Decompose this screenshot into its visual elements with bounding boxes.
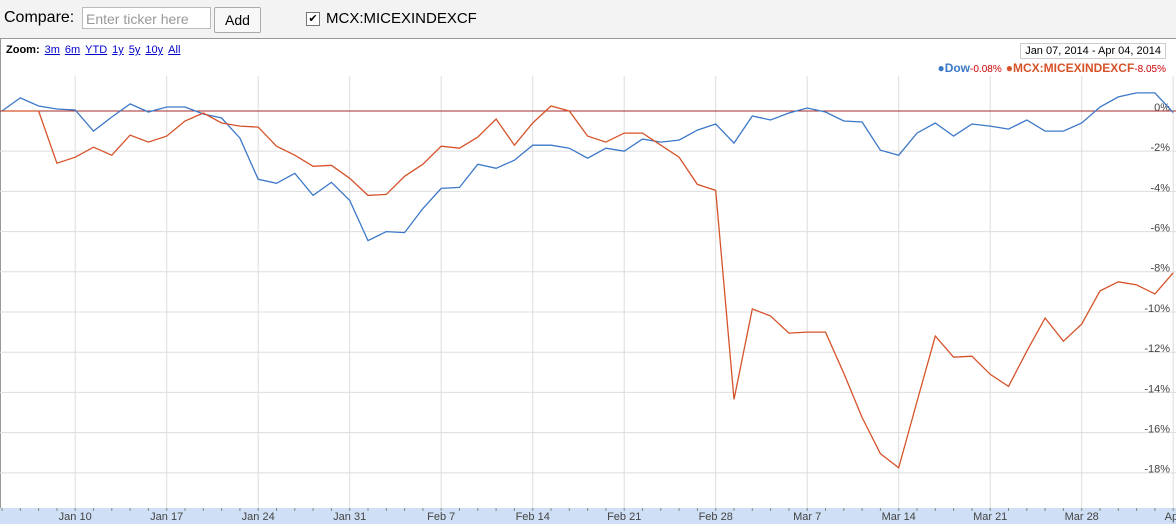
legend-marker: ● <box>1005 61 1013 75</box>
zoom-option[interactable]: YTD <box>85 44 108 56</box>
x-tick-label: Feb 21 <box>607 511 641 523</box>
zoom-option[interactable]: 5y <box>128 44 141 56</box>
y-tick-label: 0% <box>1154 102 1170 114</box>
date-range: Jan 07, 2014 - Apr 04, 2014 <box>1020 43 1166 59</box>
x-tick-label: Mar 28 <box>1065 511 1099 523</box>
zoom-option[interactable]: 10y <box>145 44 164 56</box>
y-tick-label: -6% <box>1150 222 1170 234</box>
y-tick-label: -4% <box>1150 182 1170 194</box>
x-tick-label: Jan 17 <box>150 511 183 523</box>
y-tick-label: -16% <box>1144 424 1170 436</box>
x-tick-label: Jan 10 <box>59 511 92 523</box>
ticker-label: MCX:MICEXINDEXCF <box>326 10 477 27</box>
y-tick-label: -12% <box>1144 343 1170 355</box>
legend-label: Dow <box>944 61 971 75</box>
x-tick-label: Mar 21 <box>973 511 1007 523</box>
zoom-option[interactable]: 1y <box>112 44 124 56</box>
y-tick-label: -2% <box>1150 142 1170 154</box>
series-line <box>1 92 1174 242</box>
x-tick-label: Jan 24 <box>242 511 275 523</box>
range-end[interactable]: Apr 04, 2014 <box>1098 45 1161 57</box>
y-tick-label: -10% <box>1144 303 1170 315</box>
range-start[interactable]: Jan 07, 2014 <box>1025 45 1089 57</box>
y-tick-label: -8% <box>1150 263 1170 275</box>
y-tick-label: -14% <box>1144 383 1170 395</box>
x-tick-label: Mar 14 <box>882 511 916 523</box>
zoom-option[interactable]: 6m <box>64 44 81 56</box>
series-line <box>2 105 1174 469</box>
x-tick-label: Apr <box>1165 511 1176 523</box>
zoom-option[interactable]: 3m <box>44 44 60 56</box>
legend-marker: ● <box>937 61 945 75</box>
compare-label: Compare: <box>4 9 75 26</box>
ticker-checkbox[interactable]: ✔ <box>306 12 320 26</box>
x-tick-label: Feb 7 <box>427 511 455 523</box>
zoom-option[interactable]: All <box>168 44 181 56</box>
add-button[interactable]: Add <box>214 7 261 33</box>
toolbar: Compare: Enter ticker here Add ✔ MCX:MIC… <box>0 0 1176 38</box>
legend-label: MCX:MICEXINDEXCF <box>1012 61 1135 75</box>
legend-change: -8.05% <box>1134 64 1166 75</box>
x-tick-label: Mar 7 <box>793 511 821 523</box>
legend-change: -0.08% <box>970 64 1002 75</box>
y-tick-label: -18% <box>1144 464 1170 476</box>
ticker-input[interactable]: Enter ticker here <box>82 7 211 29</box>
x-tick-label: Jan 31 <box>333 511 366 523</box>
chart-frame <box>0 38 1176 524</box>
legend: ●Dow-0.08% ●MCX:MICEXINDEXCF-8.05% <box>937 61 1170 75</box>
x-axis-band <box>0 508 1176 524</box>
zoom-label: Zoom: <box>6 44 40 56</box>
x-tick-label: Feb 14 <box>516 511 550 523</box>
zoom-bar: Zoom: 3m 6m YTD 1y 5y 10y All <box>6 44 185 56</box>
x-tick-label: Feb 28 <box>699 511 733 523</box>
range-separator: - <box>1091 45 1096 57</box>
